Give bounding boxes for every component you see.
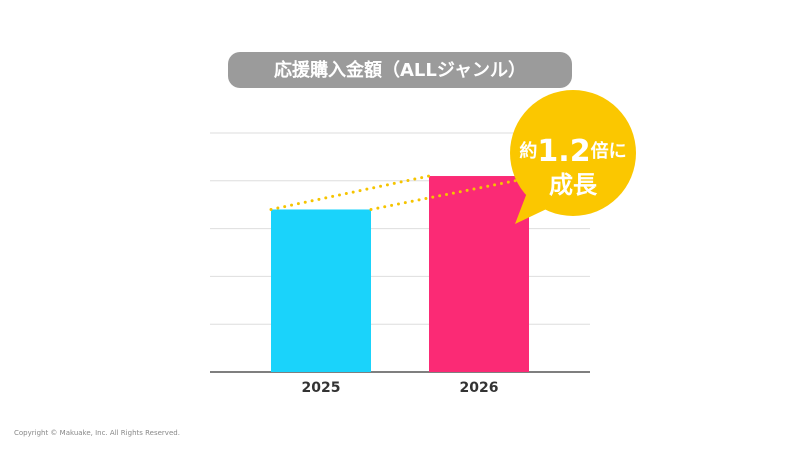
callout: 約1.2倍に 成長 <box>510 90 636 224</box>
chart-title: 応援購入金額（ALLジャンル） <box>274 59 526 81</box>
plot: 2025 2026 <box>210 132 590 396</box>
callout-bubble <box>510 90 636 216</box>
bar <box>271 209 371 372</box>
callout-line2: 成長 <box>549 171 598 199</box>
title-pill <box>228 52 572 88</box>
x-tick-label: 2025 <box>302 380 341 396</box>
callout-prefix: 約 <box>519 140 537 162</box>
callout-number: 1.2 <box>537 134 590 169</box>
callout-tail <box>515 190 555 224</box>
callout-suffix: 倍に <box>591 140 627 162</box>
trend-dots <box>369 174 541 211</box>
footer: Copyright © Makuake, Inc. All Rights Res… <box>14 429 180 437</box>
trend-dots <box>269 174 431 211</box>
callout-line1: 約1.2倍に <box>519 134 626 169</box>
bar <box>429 176 529 372</box>
x-tick-label: 2026 <box>460 380 499 396</box>
